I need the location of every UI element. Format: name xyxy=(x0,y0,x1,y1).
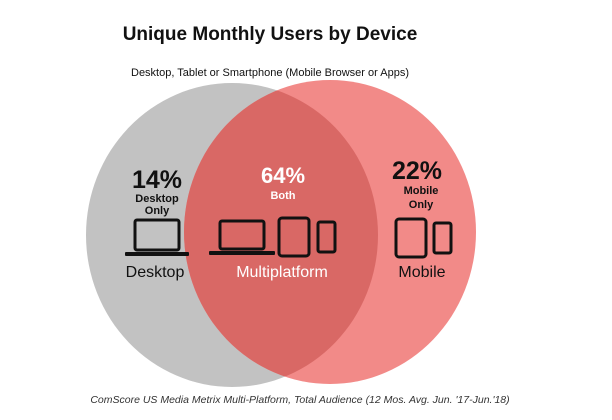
desktop-only-label-line1: Desktop xyxy=(135,193,179,205)
tablet-icon xyxy=(394,217,428,259)
chart-subtitle: Desktop, Tablet or Smartphone (Mobile Br… xyxy=(131,67,409,79)
mobile-percent: 22% xyxy=(392,157,442,185)
smartphone-icon xyxy=(316,220,337,254)
desktop-only-label-line2: Only xyxy=(145,205,170,217)
laptop-icon xyxy=(209,219,275,255)
both-percent: 64% xyxy=(261,163,305,188)
mobile-only-label-line2: Only xyxy=(409,199,434,211)
mobile-only-label-line1: Mobile xyxy=(404,185,439,197)
smartphone-icon xyxy=(432,221,453,255)
both-segment-name: Multiplatform xyxy=(236,264,328,281)
overlap-region xyxy=(184,83,378,384)
both-label: Both xyxy=(270,190,295,202)
chart-title: Unique Monthly Users by Device xyxy=(122,24,418,45)
desktop-segment-name: Desktop xyxy=(126,264,185,281)
source-note: ComScore US Media Metrix Multi-Platform,… xyxy=(90,394,510,406)
tablet-icon xyxy=(277,216,311,258)
desktop-percent: 14% xyxy=(132,166,182,194)
laptop-icon xyxy=(125,218,189,256)
mobile-segment-name: Mobile xyxy=(398,264,445,281)
